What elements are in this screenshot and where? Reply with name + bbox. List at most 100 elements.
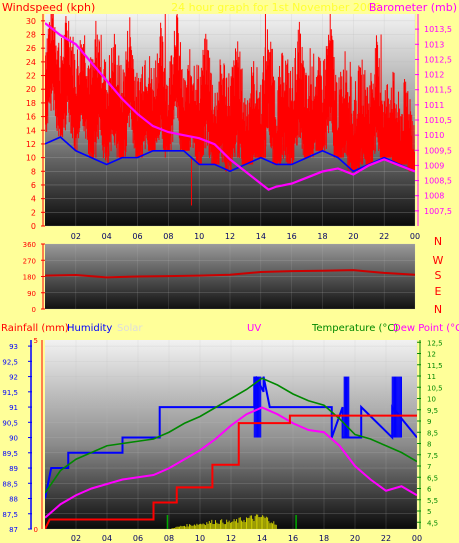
rainfall-tick-label: 5 — [34, 337, 38, 345]
x-tick-label: 12 — [225, 232, 235, 241]
temperature-tick-label: 11 — [427, 373, 436, 381]
compass-label: S — [435, 269, 442, 282]
dew-point-axis-title: Dew Point (°C) — [393, 323, 459, 334]
y-tick-label: 8 — [31, 167, 36, 176]
humidity-tick-label: 88,5 — [2, 480, 18, 488]
y-tick-label: 2 — [31, 208, 36, 217]
y-tick-label: 30 — [26, 17, 36, 26]
x-tick-label: 02 — [71, 534, 81, 543]
y-tick-label: 24 — [26, 58, 36, 67]
y2-tick-label: 1011,5 — [424, 86, 452, 95]
compass-label: N — [434, 235, 442, 248]
y-tick-label: 0 — [31, 222, 36, 231]
temperature-tick-label: 8,5 — [427, 429, 438, 437]
y2-tick-label: 1008,5 — [424, 177, 452, 186]
y-tick-label: 4 — [31, 195, 36, 204]
x-tick-label: 04 — [102, 534, 112, 543]
humidity-axis-title: Humidity — [67, 323, 112, 334]
average-wind-line — [45, 136, 415, 173]
x-tick-label: 10 — [195, 534, 205, 543]
rainfall-tick-label: 0 — [34, 526, 38, 534]
y-tick-label: 26 — [26, 44, 36, 53]
x-tick-label: 06 — [132, 232, 142, 241]
x-tick-label: 16 — [287, 232, 297, 241]
x-tick-label: 20 — [348, 232, 358, 241]
y2-tick-label: 1009 — [424, 161, 444, 170]
wind-direction-line — [45, 269, 415, 279]
rainfall-line — [45, 414, 417, 529]
humidity-tick-label: 92 — [9, 374, 18, 382]
y-tick-label: 16 — [26, 113, 36, 122]
y2-tick-label: 1011 — [424, 101, 444, 110]
temperature-axis-title: Temperature (°C) — [311, 323, 398, 334]
temperature-tick-label: 9,5 — [427, 407, 438, 415]
y2-tick-label: 1012 — [424, 71, 444, 80]
humidity-tick-label: 91 — [9, 404, 18, 412]
temperature-tick-label: 10,5 — [427, 384, 443, 392]
x-tick-label: 02 — [71, 232, 81, 241]
rainfall-axis-title: Rainfall (mm) — [1, 323, 69, 334]
x-tick-label: 14 — [257, 534, 267, 543]
y-tick-label: 18 — [26, 99, 36, 108]
y-tick-label: 6 — [31, 181, 36, 190]
windspeed-axis-title: Windspeed (kph) — [2, 1, 95, 14]
graph-title: 24 hour graph for 1st November 2008 — [171, 1, 381, 14]
y2-tick-label: 1007,5 — [424, 207, 452, 216]
temperature-tick-label: 5 — [427, 508, 431, 516]
barometer-line — [45, 22, 415, 191]
humidity-tick-label: 89 — [9, 465, 18, 473]
x-tick-label: 20 — [350, 534, 360, 543]
humidity-tick-label: 92,5 — [2, 358, 18, 366]
x-tick-label: 18 — [319, 534, 329, 543]
humidity-tick-label: 90 — [9, 435, 18, 443]
humidity-tick-label: 90,5 — [2, 419, 18, 427]
x-tick-label: 04 — [102, 232, 112, 241]
uv-axis-title: UV — [247, 323, 261, 334]
y-tick-label: 10 — [26, 154, 36, 163]
x-tick-label: 08 — [164, 534, 174, 543]
x-tick-label: 16 — [288, 534, 298, 543]
y2-tick-label: 1013 — [424, 40, 444, 49]
x-tick-label: 22 — [381, 534, 391, 543]
y-tick-label: 270 — [23, 257, 36, 265]
y-tick-label: 22 — [26, 72, 36, 81]
humidity-tick-label: 88 — [9, 496, 18, 504]
x-tick-label: 22 — [379, 232, 389, 241]
x-tick-label: 14 — [256, 232, 266, 241]
compass-label: E — [435, 285, 442, 298]
y2-tick-label: 1012,5 — [424, 55, 452, 64]
temperature-tick-label: 4,5 — [427, 519, 438, 527]
x-tick-label: 12 — [226, 534, 236, 543]
temperature-tick-label: 7 — [427, 463, 431, 471]
temperature-line — [45, 377, 417, 494]
y-tick-label: 12 — [26, 140, 36, 149]
temperature-tick-label: 12 — [427, 351, 436, 359]
x-tick-label: 00 — [410, 232, 420, 241]
temperature-tick-label: 5,5 — [427, 497, 438, 505]
compass-label: W — [433, 254, 444, 267]
y-tick-label: 0 — [32, 306, 36, 314]
temperature-tick-label: 8 — [427, 441, 431, 449]
humidity-tick-label: 93 — [9, 343, 18, 351]
humidity-tick-label: 89,5 — [2, 450, 18, 458]
y2-tick-label: 1013,5 — [424, 25, 452, 34]
temperature-tick-label: 6 — [427, 486, 432, 494]
compass-label: N — [434, 303, 442, 316]
temperature-tick-label: 12,5 — [427, 339, 443, 347]
barometer-axis-title: Barometer (mb) — [369, 1, 457, 14]
y-tick-label: 20 — [26, 85, 36, 94]
y2-tick-label: 1010,5 — [424, 116, 452, 125]
temperature-tick-label: 11,5 — [427, 362, 443, 370]
x-tick-label: 10 — [194, 232, 204, 241]
y-tick-label: 180 — [23, 274, 36, 282]
y-tick-label: 14 — [26, 126, 36, 135]
y2-tick-label: 1008 — [424, 192, 444, 201]
dew-point-line — [45, 406, 417, 519]
temperature-tick-label: 7,5 — [427, 452, 438, 460]
humidity-tick-label: 87,5 — [2, 511, 18, 519]
x-tick-label: 06 — [133, 534, 143, 543]
y2-tick-label: 1010 — [424, 131, 444, 140]
temperature-tick-label: 10 — [427, 396, 436, 404]
